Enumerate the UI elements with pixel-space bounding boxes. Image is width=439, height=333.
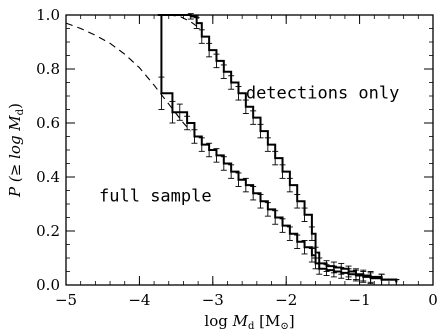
series-0 <box>159 13 400 286</box>
annotation-label: detections only <box>246 84 400 104</box>
annotation-label: full sample <box>99 186 212 206</box>
x-tick-label: 0 <box>428 291 438 309</box>
chart-marks <box>65 13 400 286</box>
x-tick-labels: −5 −4 −3 −2 −1 0 <box>55 291 438 309</box>
step-line <box>157 14 398 283</box>
y-tick-label: 0.4 <box>36 168 60 186</box>
y-axis-label: P (≥ log Md) <box>6 103 26 198</box>
x-tick-label: −3 <box>202 291 224 309</box>
y-tick-label: 0.6 <box>36 114 60 132</box>
y-tick-label: 0.8 <box>36 60 60 78</box>
dashed-curve <box>168 14 199 28</box>
dashed-curve <box>65 22 192 132</box>
series-2 <box>65 22 192 132</box>
axis-ticks <box>65 14 434 286</box>
x-tick-label: −5 <box>55 291 77 309</box>
step-line <box>159 14 398 283</box>
y-tick-labels: 0.0 0.2 0.4 0.6 0.8 1.0 <box>36 6 60 294</box>
series-1 <box>157 14 400 286</box>
y-tick-label: 0.0 <box>36 276 60 294</box>
series-3 <box>168 14 199 28</box>
x-tick-label: −4 <box>128 291 150 309</box>
x-tick-label: −1 <box>349 291 371 309</box>
x-axis-label: log Md [M⊙] <box>204 312 294 332</box>
y-tick-label: 0.2 <box>36 222 60 240</box>
y-tick-label: 1.0 <box>36 6 60 24</box>
annotations: detections only full sample <box>99 84 399 207</box>
x-tick-label: −2 <box>275 291 297 309</box>
plot-frame <box>65 14 434 286</box>
